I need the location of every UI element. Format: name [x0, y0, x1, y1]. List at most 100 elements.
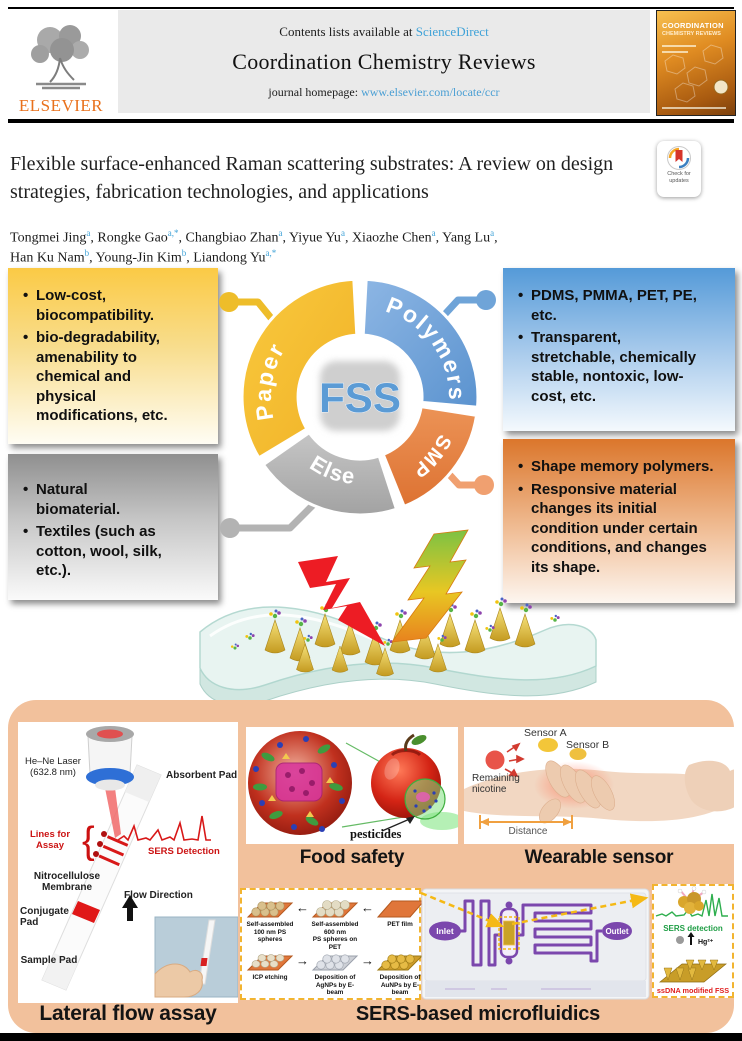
food-safety-panel: pesticides [246, 727, 458, 844]
chip-reflection [425, 981, 646, 997]
sample-pad-shape [42, 953, 78, 990]
else-info-box: Natural biomaterial. Textiles (such as c… [8, 454, 218, 600]
author-affiliation: a,* [167, 228, 179, 238]
food-safety-art [248, 731, 458, 835]
arrow-left-icon: ← [296, 900, 309, 915]
pesticide-magnifier-circle [404, 778, 446, 820]
homepage-link[interactable]: www.elsevier.com/locate/ccr [361, 84, 500, 99]
ssdna-label: ssDNA modified FSS [657, 986, 729, 995]
journal-cover-thumbnail[interactable]: COORDINATION CHEMISTRY REVIEWS [656, 10, 736, 116]
sensor-b-label: Sensor B [566, 739, 610, 751]
line-marker [97, 841, 103, 847]
top-rule [8, 7, 734, 9]
author: , Yiyue Yu [282, 230, 341, 246]
polymers-connector-dot [476, 290, 496, 310]
sciencedirect-link[interactable]: ScienceDirect [415, 23, 489, 39]
crossmark-icon [667, 146, 691, 170]
lateral-flow-assay-panel: { He–Ne Laser (632.8 nm) Absorbent Pad L… [18, 722, 238, 1003]
author-affiliation: a,* [265, 248, 277, 258]
membrane-label: Nitrocellulose Membrane [33, 871, 101, 893]
badge-text-line1: Check for [667, 171, 691, 177]
wearable-caption: Wearable sensor [524, 847, 674, 868]
microfluidics-caption: SERS-based microfluidics [355, 1003, 601, 1025]
polymers-info-box: PDMS, PMMA, PET, PE, etc. Transparent, s… [503, 268, 735, 431]
step-label: PET film [387, 921, 413, 928]
step-label: Deposition of AgNPs by E-beam [314, 974, 356, 997]
author: , Yang Lu [435, 230, 491, 246]
gripping-fingers [539, 760, 615, 824]
elsevier-tree-icon [31, 25, 89, 90]
journal-title: Coordination Chemistry Reviews [232, 48, 536, 74]
article-title: Flexible surface-enhanced Raman scatteri… [10, 153, 614, 203]
journal-banner: Contents lists available at ScienceDirec… [118, 10, 650, 113]
author: Tongmei Jing [10, 230, 87, 246]
agnps-icon [311, 954, 359, 971]
donut-segment-smp[interactable] [381, 405, 479, 508]
author: Han Ku Nam [10, 250, 85, 266]
publisher-name: ELSEVIER [18, 96, 104, 115]
absorbent-pad-label: Absorbent Pad [166, 770, 238, 781]
step-cell: ICP etching [244, 944, 296, 982]
gold-pillar-array-icon [659, 959, 727, 983]
ssdna-fss-inset: SERS detection Hg²⁺ ssDNA modified FSS [652, 884, 734, 998]
step-cell: Deposition of AgNPs by E-beam [309, 944, 361, 997]
author: , Xiaozhe Chen [344, 230, 432, 246]
sers-detection-label: SERS detection [663, 924, 723, 933]
scattered-signal-bolt [391, 529, 469, 643]
homepage-prefix: journal homepage: [268, 84, 359, 99]
smp-connector-dot [474, 475, 494, 495]
author-affiliation: a [278, 228, 283, 238]
distance-arrow [479, 815, 573, 829]
bullet-item: Textiles (such as cotton, wool, silk, et… [22, 522, 174, 581]
hg-binding-icon [676, 932, 695, 945]
lfa-caption: Lateral flow assay [39, 1002, 217, 1025]
author: , Liandong Yu [186, 250, 266, 266]
authors-line-1: Tongmei Jinga, Rongke Gaoa,*, Changbiao … [10, 228, 650, 247]
fss-center-blob [320, 361, 400, 431]
arrow-left-icon: ← [361, 900, 374, 915]
author-affiliation: b [84, 248, 90, 258]
strip-photo-inset [154, 916, 238, 998]
nicotine-dot [485, 750, 505, 770]
sers-spectrum-green [655, 893, 728, 918]
badge-text-line2: updates [669, 177, 689, 184]
microfluidic-chip-art: Inlet Outlet [421, 888, 650, 1000]
gold-nanoflower-icon [677, 886, 707, 914]
step-cell: Self-assembled 600 nm PS spheres on PET [309, 891, 361, 952]
wearable-art [464, 738, 734, 829]
sensor-a-label: Sensor A [524, 727, 567, 739]
donut-segment-polymers[interactable] [361, 277, 480, 409]
else-connector [230, 501, 317, 532]
sample-pad-label: Sample Pad [20, 955, 78, 966]
author-affiliation: a [431, 228, 436, 238]
he-ne-laser-icon [86, 726, 134, 838]
cover-title-line1: COORDINATION [662, 21, 724, 30]
laser-label: He–Ne Laser (632.8 nm) [25, 756, 81, 778]
molecular-view-circle [248, 731, 352, 835]
paper-info-box: Low-cost, biocompatibility. bio-degradab… [8, 268, 218, 444]
brace-glyph: { [82, 820, 95, 862]
wearable-sensor-panel: Sensor A Sensor B Remaining nicotine Dis… [464, 727, 734, 844]
ps-100nm-icon [246, 901, 294, 918]
header-rule [8, 119, 734, 123]
author: , Young-Jin Kim [89, 250, 182, 266]
pesticides-arrow-icon [381, 816, 415, 832]
paper-connector-dot [219, 292, 239, 312]
hg-label: Hg²⁺ [698, 939, 714, 946]
remaining-nicotine-label: Remaining nicotine [472, 773, 520, 795]
authors-line-2: Han Ku Namb, Young-Jin Kimb, Liandong Yu… [10, 248, 650, 267]
fabrication-steps-box: Self-assembled 100 nm PS spheres ← Self-… [240, 888, 426, 1000]
donut-segment-else[interactable] [261, 431, 398, 517]
assay-lines [98, 835, 129, 867]
check-for-updates-badge[interactable]: Check for updates [657, 141, 701, 197]
donut-segment-paper[interactable] [240, 277, 359, 460]
sers-zone-highlight [498, 916, 520, 950]
lines-for-assay-label: Lines for Assay [29, 829, 71, 851]
absorbent-pad-shape [125, 765, 161, 802]
step-label: ICP etching [252, 974, 288, 981]
step-cell: Self-assembled 100 nm PS spheres [244, 891, 296, 944]
author-affiliation: a [86, 228, 91, 238]
conjugate-pad-band [72, 901, 100, 923]
bullet-item: Transparent, stretchable, chemically sta… [517, 328, 709, 406]
